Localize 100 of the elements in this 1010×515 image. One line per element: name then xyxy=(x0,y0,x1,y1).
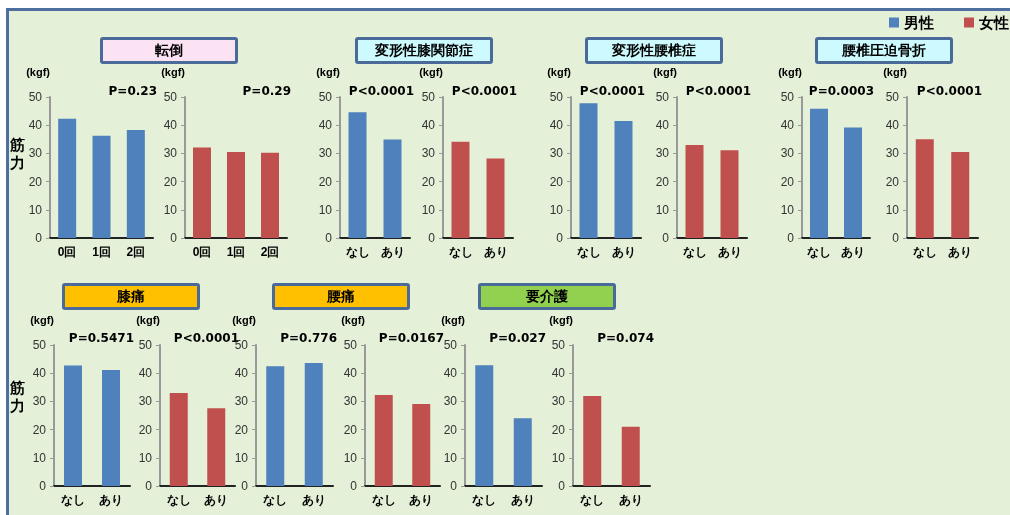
y-tick-label: 20 xyxy=(655,174,670,189)
y-tick-label: 0 xyxy=(558,479,566,493)
y-tick-label: 10 xyxy=(318,202,333,217)
y-tick-label: 20 xyxy=(234,422,249,437)
annotation: P=0.23 xyxy=(108,84,158,98)
x-tick-label: なし xyxy=(580,493,605,507)
y-tick-label: 40 xyxy=(885,118,900,133)
x-tick-label: 0回 xyxy=(192,245,212,259)
bar xyxy=(126,129,145,238)
y-tick-label: 40 xyxy=(443,366,458,381)
chart-title: 腰痛 xyxy=(272,283,410,310)
y-tick-label: 30 xyxy=(32,394,47,409)
x-tick-label: なし xyxy=(682,245,707,259)
y-tick-label: 20 xyxy=(163,174,178,189)
chart-title: 膝痛 xyxy=(62,283,200,310)
y-tick-label: 40 xyxy=(138,366,153,381)
x-tick-label: あり xyxy=(409,493,434,507)
annotation: P<0.0001 xyxy=(685,84,751,98)
y-tick-label: 50 xyxy=(549,90,564,104)
chart-title: 腰椎圧迫骨折 xyxy=(815,37,953,64)
x-tick-label: なし xyxy=(371,493,396,507)
y-tick-label: 50 xyxy=(443,338,458,352)
chart-title: 変形性膝関節症 xyxy=(355,37,493,64)
y-tick-label: 20 xyxy=(885,174,900,189)
y-tick-label: 0 xyxy=(556,231,564,245)
x-tick-label: 0回 xyxy=(57,245,77,259)
text: P=0.776 xyxy=(280,331,338,345)
y-tick-label: 30 xyxy=(885,146,900,161)
y-tick-label: 10 xyxy=(28,202,43,217)
y-tick-label: 30 xyxy=(234,394,249,409)
annotation: P<0.0001 xyxy=(916,84,982,98)
chart-title: 要介護 xyxy=(478,283,616,310)
y-tick-label: 20 xyxy=(551,422,566,437)
y-tick-label: 10 xyxy=(780,202,795,217)
y-tick-label: 50 xyxy=(421,90,436,104)
y-tick-label: 0 xyxy=(450,479,458,493)
y-tick-label: 0 xyxy=(787,231,795,245)
chart-title: 転倒 xyxy=(100,37,238,64)
y-tick-label: 10 xyxy=(421,202,436,217)
x-tick-label: なし xyxy=(448,245,473,259)
y-tick-label: 0 xyxy=(662,231,670,245)
x-tick-label: なし xyxy=(263,493,288,507)
y-axis-title: (kgf) xyxy=(232,313,257,326)
annotation: P=0.29 xyxy=(242,84,292,98)
y-tick-label: 50 xyxy=(551,338,566,352)
y-tick-label: 30 xyxy=(549,146,564,161)
y-tick-label: 30 xyxy=(163,146,178,161)
y-tick-label: 30 xyxy=(343,394,358,409)
y-tick-label: 10 xyxy=(551,450,566,465)
x-tick-label: 2回 xyxy=(126,245,146,259)
x-tick-label: あり xyxy=(611,245,636,259)
y-tick-label: 30 xyxy=(551,394,566,409)
y-tick-label: 10 xyxy=(343,450,358,465)
x-tick-label: あり xyxy=(510,493,535,507)
y-tick-label: 30 xyxy=(443,394,458,409)
x-tick-label: なし xyxy=(912,245,937,259)
annotation: P=0.0003 xyxy=(808,84,874,98)
y-axis-title: (kgf) xyxy=(161,65,186,78)
y-tick-label: 10 xyxy=(549,202,564,217)
y-tick-label: 30 xyxy=(318,146,333,161)
y-axis-title: (kgf) xyxy=(419,65,444,78)
y-tick-label: 10 xyxy=(443,450,458,465)
y-tick-label: 10 xyxy=(655,202,670,217)
y-tick-label: 40 xyxy=(655,118,670,133)
y-axis-title: (kgf) xyxy=(341,313,366,326)
y-tick-label: 40 xyxy=(551,366,566,381)
y-tick-label: 10 xyxy=(32,450,47,465)
y-tick-label: 0 xyxy=(325,231,333,245)
x-tick-label: あり xyxy=(841,245,865,259)
y-tick-label: 0 xyxy=(428,231,436,245)
y-axis-title: (kgf) xyxy=(316,65,341,78)
y-tick-label: 0 xyxy=(35,231,43,245)
y-tick-label: 0 xyxy=(145,479,153,493)
y-tick-label: 50 xyxy=(28,90,43,104)
y-tick-label: 40 xyxy=(549,118,564,133)
y-axis-title: (kgf) xyxy=(549,313,574,326)
y-tick-label: 50 xyxy=(885,90,900,104)
x-tick-label: あり xyxy=(618,493,643,507)
y-tick-label: 20 xyxy=(28,174,43,189)
annotation: P<0.0001 xyxy=(579,84,645,98)
annotation: P<0.0001 xyxy=(451,84,517,98)
y-tick-label: 10 xyxy=(163,202,178,217)
x-tick-label: なし xyxy=(472,493,497,507)
y-tick-label: 10 xyxy=(885,202,900,217)
y-tick-label: 20 xyxy=(138,422,153,437)
y-tick-label: 50 xyxy=(343,338,358,352)
text: P=0.074 xyxy=(597,331,655,345)
x-tick-label: なし xyxy=(345,245,370,259)
y-tick-label: 30 xyxy=(780,146,795,161)
y-tick-label: 0 xyxy=(39,479,47,493)
y-tick-label: 20 xyxy=(549,174,564,189)
x-tick-label: なし xyxy=(807,245,831,259)
text: 筋力 xyxy=(9,379,25,415)
y-axis-title: (kgf) xyxy=(441,313,466,326)
y-axis-title: (kgf) xyxy=(653,65,678,78)
y-tick-label: 30 xyxy=(28,146,43,161)
x-tick-label: あり xyxy=(99,493,123,507)
y-tick-label: 50 xyxy=(655,90,670,104)
y-tick-label: 40 xyxy=(32,366,47,381)
y-tick-label: 50 xyxy=(32,338,47,352)
